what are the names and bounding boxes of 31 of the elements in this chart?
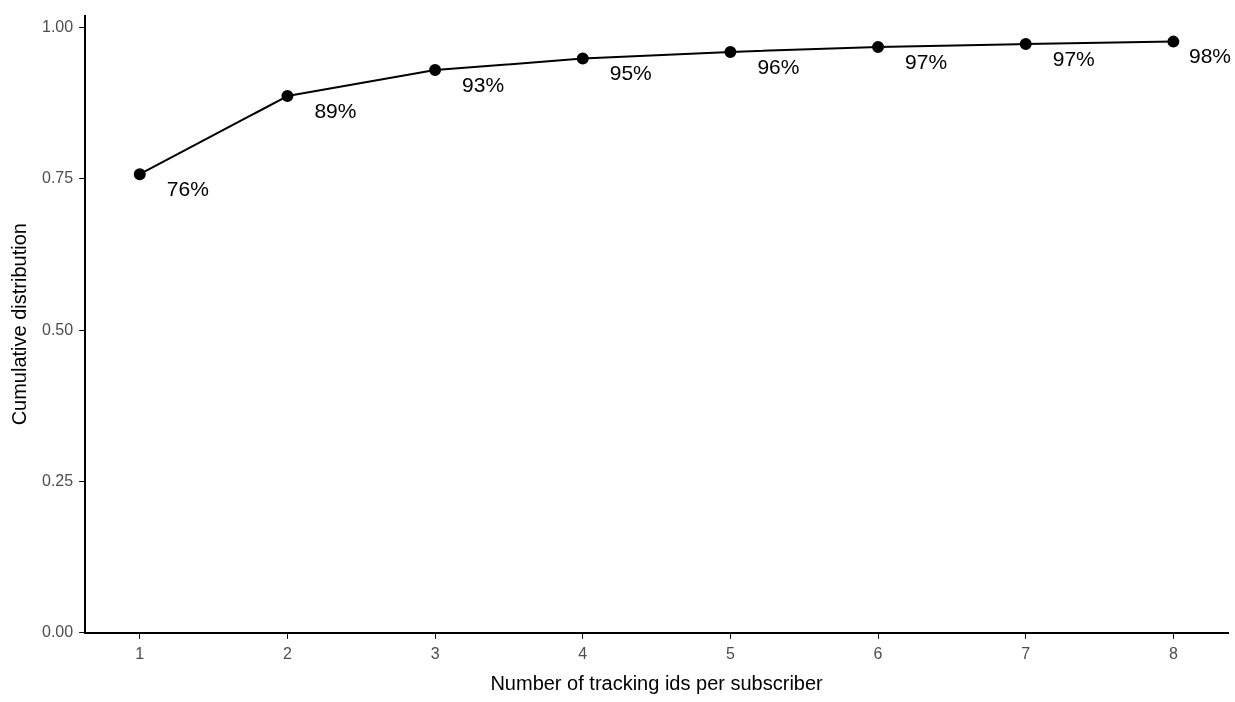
y-tick-label: 0.25 <box>42 471 74 489</box>
data-label: 96% <box>757 54 800 78</box>
point <box>429 64 442 77</box>
point <box>133 168 146 181</box>
x-tick-label: 7 <box>1021 644 1031 662</box>
x-tick-label: 5 <box>725 644 735 662</box>
x-tick-label: 2 <box>282 644 292 662</box>
x-tick-label: 8 <box>1168 644 1178 662</box>
data-label: 98% <box>1188 44 1231 68</box>
y-tick-label: 1.00 <box>42 18 74 36</box>
data-label: 93% <box>462 72 505 96</box>
point <box>281 90 294 103</box>
data-label: 89% <box>314 98 357 122</box>
point <box>576 52 589 65</box>
data-label: 97% <box>905 49 948 73</box>
data-label: 76% <box>166 176 209 200</box>
y-tick-label: 0.75 <box>42 169 74 187</box>
y-tick-label: 0.00 <box>42 623 74 641</box>
point <box>872 41 885 54</box>
x-tick-label: 4 <box>578 644 588 662</box>
y-tick-label: 0.50 <box>42 320 74 338</box>
y-axis-title: Cumulative distribution <box>7 223 30 426</box>
x-tick-label: 6 <box>873 644 883 662</box>
x-axis-title: Number of tracking ids per subscriber <box>490 671 824 694</box>
point <box>1019 38 1032 51</box>
point <box>724 45 737 58</box>
data-label: 97% <box>1052 46 1095 70</box>
x-tick-label: 3 <box>430 644 440 662</box>
x-tick-label: 1 <box>135 644 145 662</box>
point <box>1167 35 1180 48</box>
data-label: 95% <box>609 61 652 85</box>
